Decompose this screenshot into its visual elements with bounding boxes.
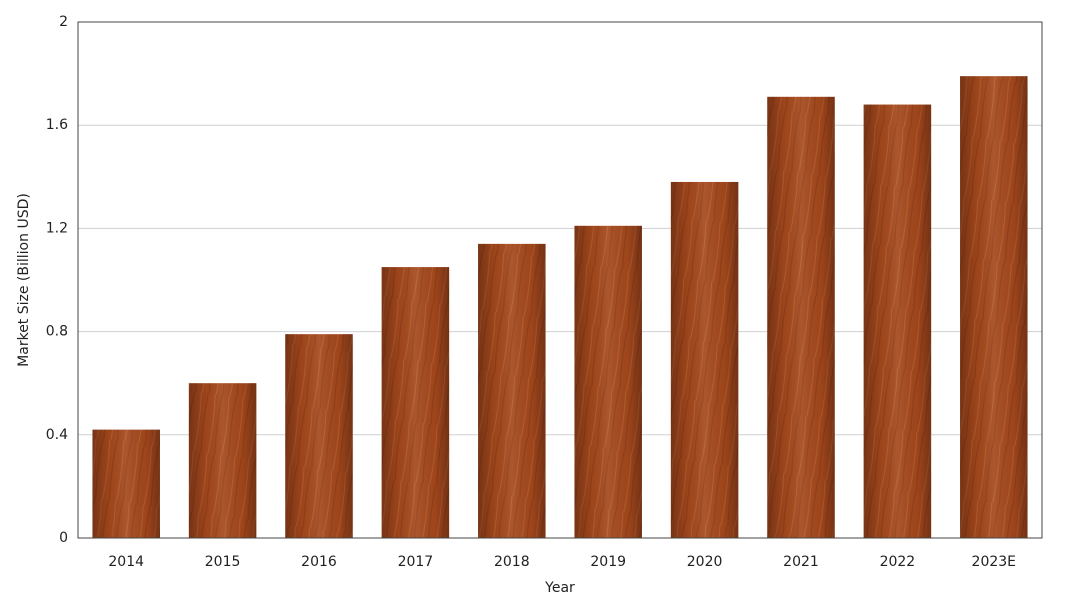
x-tick-label: 2018 — [494, 554, 530, 570]
x-tick-label: 2020 — [687, 554, 723, 570]
plot-border — [77, 21, 1043, 539]
y-tick-label: 1.2 — [46, 220, 68, 236]
x-tick-label: 2016 — [301, 554, 337, 570]
bar-shade — [863, 104, 932, 538]
bar-shade — [92, 429, 160, 538]
bar-shade — [574, 225, 642, 538]
y-tick-label: 0 — [59, 530, 68, 546]
bar-shade — [767, 96, 835, 538]
bar-shade — [188, 383, 257, 538]
bar-shade — [670, 181, 739, 538]
bar-shade — [478, 243, 546, 538]
x-tick-label: 2019 — [590, 554, 626, 570]
bar-shade — [285, 334, 353, 538]
bar-shade — [960, 76, 1028, 539]
y-axis-label: Market Size (Billion USD) — [16, 193, 32, 367]
bar-shade — [381, 267, 450, 538]
x-tick-label: 2017 — [398, 554, 434, 570]
x-axis-label: Year — [544, 580, 575, 596]
x-tick-label: 2023E — [972, 554, 1016, 570]
y-tick-label: 0.8 — [46, 324, 68, 340]
y-tick-label: 0.4 — [46, 427, 68, 443]
x-tick-label: 2021 — [783, 554, 819, 570]
y-tick-label: 2 — [59, 14, 68, 30]
x-tick-label: 2015 — [205, 554, 241, 570]
x-tick-label: 2014 — [108, 554, 144, 570]
y-tick-label: 1.6 — [46, 117, 68, 133]
x-tick-label: 2022 — [880, 554, 916, 570]
